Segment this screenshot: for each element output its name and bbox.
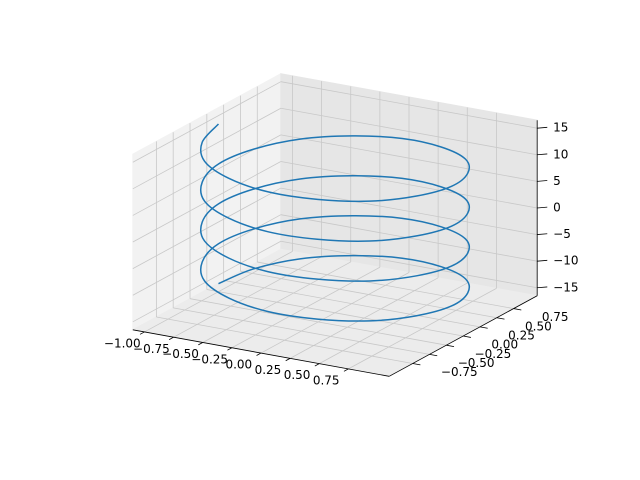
tick-mark xyxy=(139,331,145,335)
grid-line xyxy=(132,240,282,323)
x-tick-label: −0.75 xyxy=(133,342,170,356)
grid-line xyxy=(132,107,282,190)
tick-mark xyxy=(496,317,505,320)
x-tick-label: 0.00 xyxy=(225,358,252,372)
tick-mark xyxy=(513,308,522,311)
grid-line xyxy=(132,187,282,269)
x-tick-label: −0.25 xyxy=(191,352,228,366)
y-axis-line xyxy=(388,295,538,377)
tick-mark xyxy=(537,233,548,235)
x-tick-label: 0.25 xyxy=(255,363,282,377)
grid-line xyxy=(223,279,481,328)
grid-line xyxy=(280,107,538,156)
tick-mark xyxy=(537,180,548,182)
z-tick-label: 5 xyxy=(553,174,561,188)
grid-line xyxy=(156,316,413,364)
grid-line xyxy=(206,289,464,337)
grid-line xyxy=(257,261,514,309)
grid-line xyxy=(280,240,538,289)
tick-mark xyxy=(314,363,320,367)
grid-line xyxy=(280,187,538,235)
y-tick-label: 0.25 xyxy=(508,328,535,342)
x-tick-label: 0.75 xyxy=(313,373,340,387)
y-tick-label: −0.25 xyxy=(475,347,512,361)
grid-line xyxy=(280,161,538,209)
tick-mark xyxy=(256,352,262,356)
tick-mark xyxy=(463,335,471,338)
x-tick-label: 0.50 xyxy=(284,368,311,382)
y-tick-label: 0.75 xyxy=(542,310,569,324)
tick-mark xyxy=(227,347,233,351)
x-tick-label: −0.50 xyxy=(162,347,199,361)
grid-line xyxy=(240,270,497,319)
line-series xyxy=(200,123,470,322)
grid-line xyxy=(280,134,538,182)
tick-mark xyxy=(479,326,488,329)
tick-mark xyxy=(412,363,421,366)
y-tick-label: 0.00 xyxy=(491,338,518,352)
y-tick-label: 0.50 xyxy=(525,319,552,333)
z-tick-label: −15 xyxy=(553,280,578,294)
x-tick-label: −1.00 xyxy=(104,336,141,350)
grid-line xyxy=(132,161,282,243)
y-tick-label: −0.50 xyxy=(458,356,495,370)
tick-mark xyxy=(537,126,548,129)
tick-mark xyxy=(537,286,548,289)
grid-line xyxy=(173,307,430,355)
z-tick-label: 0 xyxy=(553,200,561,214)
grid-line xyxy=(280,81,538,129)
grid-line xyxy=(189,298,447,346)
tick-mark xyxy=(198,342,203,346)
tick-mark xyxy=(285,357,291,362)
z-tick-label: 15 xyxy=(553,121,568,135)
tick-mark xyxy=(537,153,548,156)
z-tick-label: 10 xyxy=(553,147,568,161)
tick-mark xyxy=(429,353,438,357)
x-axis-line xyxy=(132,329,390,377)
tick-mark xyxy=(537,206,548,209)
tick-mark xyxy=(446,344,455,347)
z-tick-label: −10 xyxy=(553,254,578,268)
tick-mark xyxy=(537,259,548,262)
y-tick-label: −0.75 xyxy=(441,365,478,379)
grid-line xyxy=(132,81,282,163)
tick-mark xyxy=(343,368,349,372)
tick-mark xyxy=(168,336,174,340)
z-tick-label: −5 xyxy=(553,227,571,241)
